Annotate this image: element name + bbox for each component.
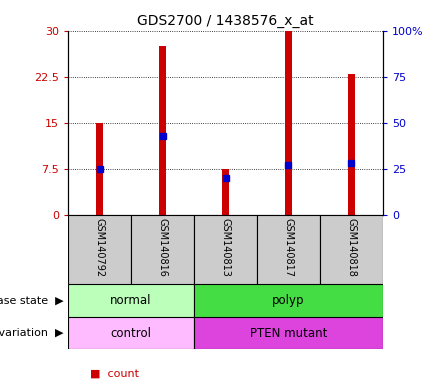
Bar xyxy=(131,215,194,284)
Bar xyxy=(285,31,292,215)
Bar xyxy=(348,74,355,215)
Bar xyxy=(222,169,229,215)
Text: GSM140818: GSM140818 xyxy=(346,218,356,277)
Bar xyxy=(68,317,194,349)
Text: GSM140792: GSM140792 xyxy=(95,218,105,278)
Text: normal: normal xyxy=(110,294,152,307)
Bar xyxy=(68,215,131,284)
Bar xyxy=(68,284,194,317)
Text: ■  count: ■ count xyxy=(90,369,139,379)
Text: GSM140817: GSM140817 xyxy=(283,218,293,278)
Text: PTEN mutant: PTEN mutant xyxy=(250,327,327,339)
Bar xyxy=(159,46,166,215)
Bar xyxy=(194,215,257,284)
Bar xyxy=(96,123,103,215)
Bar xyxy=(194,317,383,349)
Bar xyxy=(194,284,383,317)
Text: GSM140813: GSM140813 xyxy=(220,218,231,277)
Text: polyp: polyp xyxy=(272,294,304,307)
Text: disease state  ▶: disease state ▶ xyxy=(0,295,64,306)
Title: GDS2700 / 1438576_x_at: GDS2700 / 1438576_x_at xyxy=(137,14,314,28)
Text: genotype/variation  ▶: genotype/variation ▶ xyxy=(0,328,64,338)
Text: control: control xyxy=(110,327,152,339)
Text: GSM140816: GSM140816 xyxy=(158,218,168,277)
Bar xyxy=(257,215,320,284)
Bar xyxy=(320,215,383,284)
